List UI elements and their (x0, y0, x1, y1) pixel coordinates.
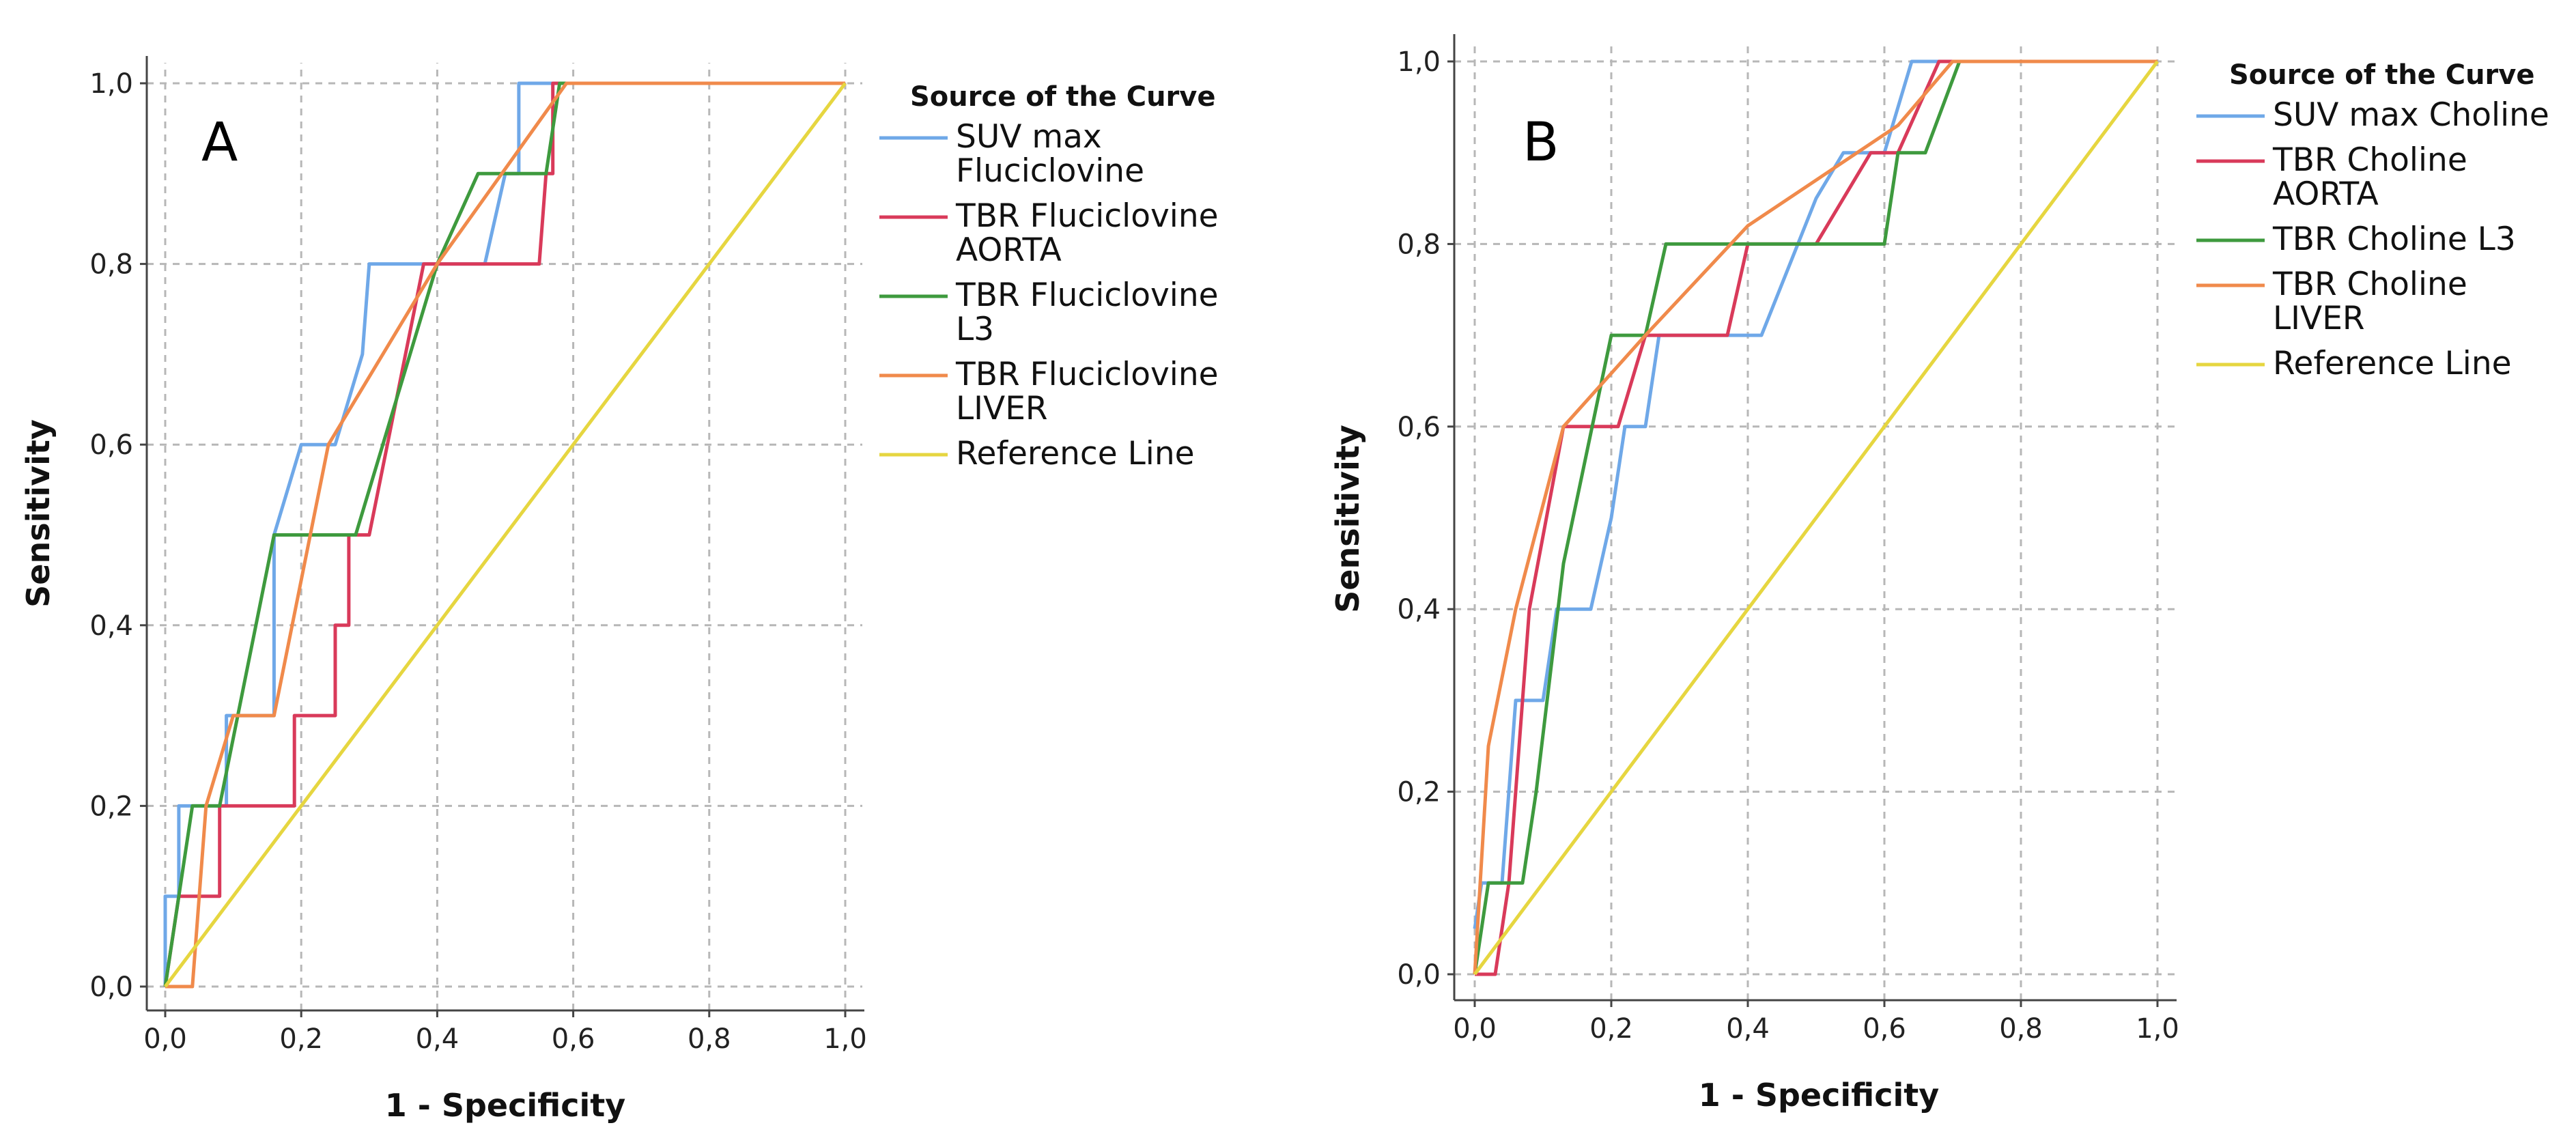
panel-b-curve-tbr-choline-liver (1473, 59, 2157, 975)
panel-a-x-tick-label: 0,4 (416, 1023, 459, 1055)
panel-b-x-tick-label: 0,4 (1726, 1013, 1770, 1045)
panel-a-y-tick-label: 0,2 (89, 791, 133, 822)
legend-label: SUV max (956, 118, 1102, 156)
panel-b-curve-reference-line (1473, 60, 2160, 976)
panel-a-y-tick-label: 1,0 (89, 68, 133, 100)
legend-label: Reference Line (2273, 345, 2512, 382)
legend-label: Reference Line (956, 435, 1195, 472)
panel-b-series (1473, 59, 2160, 976)
legend-label: TBR Choline (2272, 266, 2467, 303)
panel-b: 0,0 0,2 0,4 0,6 0,8 1,0 0,0 0,2 0,4 0,6 0,8 1,0 B 1… (1329, 34, 2549, 1114)
panel-b-x-axis-title: 1 - Specificity (1699, 1077, 1940, 1114)
panel-b-label: B (1523, 112, 1559, 173)
panel-b-curve-tbr-choline-aorta (1475, 59, 2157, 976)
legend-label: SUV max Choline (2273, 96, 2549, 134)
panel-b-ticks: 0,0 0,2 0,4 0,6 0,8 1,0 0,0 0,2 0,4 0,6 0,8 1,0 (1397, 46, 2179, 1045)
panel-a-curve-tbr-fluciclovine-liver (165, 81, 845, 989)
panel-b-x-tick-label: 0,0 (1453, 1013, 1497, 1045)
panel-a-series (163, 81, 847, 989)
panel-b-y-tick-label: 0,2 (1397, 777, 1441, 808)
panel-a-y-tick-label: 0,4 (89, 610, 133, 642)
panel-a-x-tick-label: 0,2 (279, 1023, 323, 1055)
panel-a-curve-reference-line (164, 82, 847, 988)
panel-b-x-tick-label: 0,6 (1863, 1013, 1906, 1045)
panel-a-y-tick-label: 0,0 (89, 972, 133, 1003)
panel-a-x-tick-label: 0,0 (143, 1023, 187, 1055)
legend-label: TBR Choline L3 (2272, 221, 2516, 258)
legend-label: AORTA (956, 231, 1062, 269)
legend-item: SUV max Choline (2196, 96, 2549, 134)
panel-a-label: A (201, 112, 238, 173)
panel-a-y-axis-title: Sensitivity (20, 419, 57, 608)
legend-label: AORTA (2273, 175, 2379, 213)
legend-item: TBR Choline L3 (2196, 221, 2516, 258)
panel-b-legend-title: Source of the Curve (2229, 59, 2534, 91)
panel-b-x-tick-label: 0,8 (1999, 1013, 2043, 1045)
panel-a-ticks: 0,0 0,2 0,4 0,6 0,8 1,0 0,0 0,2 0,4 0,6 0,8 1,0 (89, 68, 866, 1055)
panel-b-y-tick-label: 0,4 (1397, 594, 1441, 625)
legend-label: LIVER (2273, 300, 2365, 337)
legend-label: TBR Fluciclovine (955, 356, 1219, 393)
panel-b-y-tick-label: 1,0 (1397, 46, 1441, 78)
panel-a-y-tick-label: 0,8 (89, 249, 133, 281)
panel-a-curve-tbr-fluciclovine-aorta (163, 81, 845, 987)
legend-label: TBR Choline (2272, 141, 2467, 179)
legend-label: LIVER (956, 390, 1048, 427)
panel-b-y-tick-label: 0,8 (1397, 229, 1441, 260)
legend-label: Fluciclovine (956, 152, 1144, 190)
panel-b-y-axis-title: Sensitivity (1329, 425, 1366, 613)
panel-b-y-tick-label: 0,6 (1397, 412, 1441, 443)
panel-b-y-tick-label: 0,0 (1397, 959, 1441, 991)
panel-a-x-tick-label: 0,8 (688, 1023, 731, 1055)
legend-label: TBR Fluciclovine (955, 197, 1219, 235)
panel-a-y-tick-label: 0,6 (89, 429, 133, 461)
panel-a-x-axis-title: 1 - Specificity (385, 1087, 626, 1124)
panel-a-legend-title: Source of the Curve (910, 81, 1215, 113)
panel-a: 0,0 0,2 0,4 0,6 0,8 1,0 0,0 0,2 0,4 0,6 0,8 1,0 A 1… (20, 56, 1219, 1124)
panel-a-x-tick-label: 1,0 (823, 1023, 867, 1055)
panel-b-x-tick-label: 0,2 (1589, 1013, 1633, 1045)
legend-item: Reference Line (2196, 345, 2512, 382)
panel-a-x-tick-label: 0,6 (552, 1023, 595, 1055)
panel-b-x-tick-label: 1,0 (2136, 1013, 2179, 1045)
legend-item: Reference Line (879, 435, 1195, 472)
legend-label: TBR Fluciclovine (955, 277, 1219, 314)
legend-label: L3 (956, 311, 994, 348)
